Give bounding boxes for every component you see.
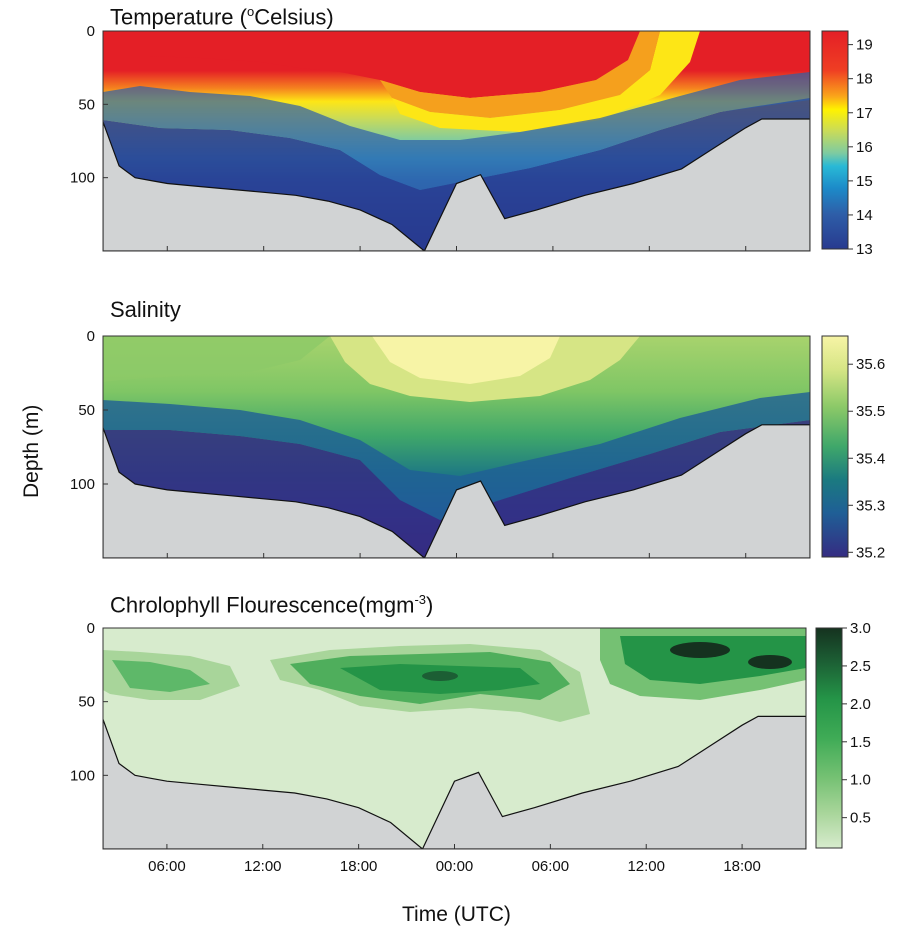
colorbar-tick-label: 35.5 bbox=[856, 403, 885, 420]
y-tick-label: 0 bbox=[87, 328, 95, 345]
colorbar-tick-label: 35.4 bbox=[856, 450, 885, 467]
chlorophyll-patch-left-core bbox=[112, 660, 210, 692]
y-axis-title: Depth (m) bbox=[20, 404, 43, 498]
y-tick-label: 50 bbox=[78, 96, 95, 113]
chlorophyll-colorbar bbox=[815, 627, 843, 849]
temperature-title: Temperature (oCelsius) bbox=[110, 4, 334, 30]
temperature-colorbar-ticks: 19 18 17 16 15 14 13 bbox=[848, 37, 873, 258]
salinity-x-ticks bbox=[166, 553, 747, 558]
salinity-left-upper bbox=[103, 336, 330, 382]
colorbar-tick-label: 35.2 bbox=[856, 544, 885, 561]
x-tick-label: 00:00 bbox=[436, 858, 474, 875]
salinity-title: Salinity bbox=[110, 297, 181, 322]
salinity-max-core bbox=[372, 336, 560, 384]
temperature-warm-core bbox=[103, 31, 640, 98]
temperature-mid-layer bbox=[103, 72, 810, 190]
chlorophyll-seabed bbox=[103, 715, 806, 849]
colorbar-tick-label: 13 bbox=[856, 241, 873, 258]
chlorophyll-max-spot-1 bbox=[670, 642, 730, 658]
colorbar-tick-label: 19 bbox=[856, 37, 873, 54]
y-tick-label: 50 bbox=[78, 402, 95, 419]
salinity-colorbar bbox=[821, 335, 849, 558]
colorbar-tick-label: 1.5 bbox=[850, 734, 871, 751]
chlorophyll-y-ticks: 0 50 100 bbox=[70, 620, 108, 784]
temperature-yellow-band bbox=[392, 31, 700, 132]
chlorophyll-max-spot-2 bbox=[748, 655, 792, 669]
x-tick-label: 06:00 bbox=[532, 858, 570, 875]
colorbar-tick-label: 1.0 bbox=[850, 772, 871, 789]
salinity-panel: 0 50 100 35.6 35.5 35.4 35.3 35.2 bbox=[70, 328, 885, 561]
chlorophyll-max-spot-3 bbox=[422, 671, 458, 681]
salinity-mid-layer bbox=[103, 392, 810, 520]
colorbar-tick-label: 0.5 bbox=[850, 810, 871, 827]
colorbar-tick-label: 14 bbox=[856, 207, 873, 224]
salinity-y-ticks: 0 50 100 bbox=[70, 328, 108, 493]
chlorophyll-colorbar-ticks: 3.0 2.5 2.0 1.5 1.0 0.5 bbox=[842, 620, 871, 827]
chlorophyll-x-ticks: 06:00 12:00 18:00 00:00 06:00 12:00 18:00 bbox=[148, 844, 761, 875]
colorbar-tick-label: 35.3 bbox=[856, 497, 885, 514]
colorbar-tick-label: 18 bbox=[856, 71, 873, 88]
salinity-seabed bbox=[103, 424, 810, 558]
temperature-panel: 0 50 100 19 18 17 16 15 14 13 bbox=[70, 23, 873, 258]
y-tick-label: 100 bbox=[70, 476, 95, 493]
salinity-colorbar-ticks: 35.6 35.5 35.4 35.3 35.2 bbox=[848, 356, 885, 561]
colorbar-tick-label: 35.6 bbox=[856, 356, 885, 373]
y-tick-label: 50 bbox=[78, 694, 95, 711]
x-tick-label: 18:00 bbox=[340, 858, 378, 875]
temperature-x-ticks bbox=[166, 246, 747, 251]
colorbar-tick-label: 2.0 bbox=[850, 696, 871, 713]
y-tick-label: 100 bbox=[70, 170, 95, 187]
chlorophyll-panel: 0 50 100 06:00 12:00 18:00 00:00 06:00 12:00 18:… bbox=[70, 620, 871, 875]
y-tick-label: 100 bbox=[70, 767, 95, 784]
y-tick-label: 0 bbox=[87, 23, 95, 40]
colorbar-tick-label: 15 bbox=[856, 173, 873, 190]
x-tick-label: 12:00 bbox=[244, 858, 282, 875]
chlorophyll-title: Chrolophyll Flourescence(mgm-3) bbox=[110, 592, 434, 618]
temperature-colorbar bbox=[821, 30, 849, 250]
x-tick-label: 06:00 bbox=[148, 858, 186, 875]
temperature-orange-band bbox=[380, 31, 660, 118]
colorbar-tick-label: 2.5 bbox=[850, 658, 871, 675]
colorbar-tick-label: 3.0 bbox=[850, 620, 871, 637]
colorbar-tick-label: 16 bbox=[856, 139, 873, 156]
y-tick-label: 0 bbox=[87, 620, 95, 637]
chlorophyll-patch-right-core bbox=[620, 636, 806, 684]
colorbar-tick-label: 17 bbox=[856, 105, 873, 122]
x-tick-label: 18:00 bbox=[723, 858, 761, 875]
x-axis-title: Time (UTC) bbox=[402, 903, 511, 926]
temperature-seabed bbox=[103, 118, 810, 251]
temperature-y-ticks: 0 50 100 bbox=[70, 23, 108, 187]
x-tick-label: 12:00 bbox=[627, 858, 665, 875]
